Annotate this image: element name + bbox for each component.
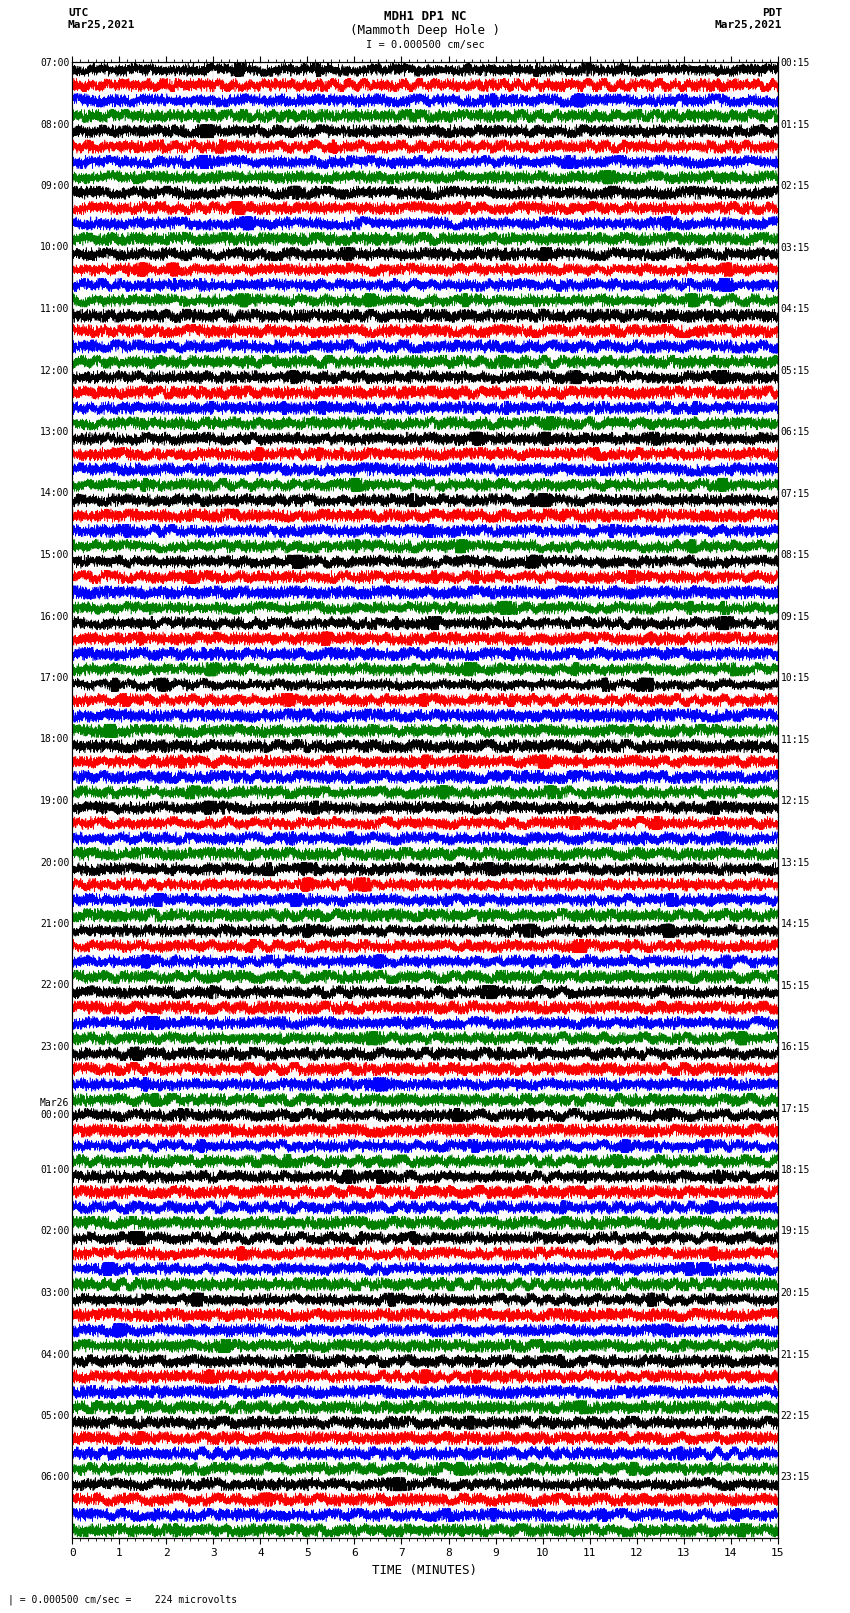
Text: UTC: UTC (68, 8, 88, 18)
Text: Mar25,2021: Mar25,2021 (715, 19, 782, 31)
Text: Mar25,2021: Mar25,2021 (68, 19, 135, 31)
Text: (Mammoth Deep Hole ): (Mammoth Deep Hole ) (350, 24, 500, 37)
Text: | = 0.000500 cm/sec =    224 microvolts: | = 0.000500 cm/sec = 224 microvolts (8, 1595, 238, 1605)
Text: I = 0.000500 cm/sec: I = 0.000500 cm/sec (366, 40, 484, 50)
Text: MDH1 DP1 NC: MDH1 DP1 NC (383, 10, 467, 23)
X-axis label: TIME (MINUTES): TIME (MINUTES) (372, 1565, 478, 1578)
Text: PDT: PDT (762, 8, 782, 18)
